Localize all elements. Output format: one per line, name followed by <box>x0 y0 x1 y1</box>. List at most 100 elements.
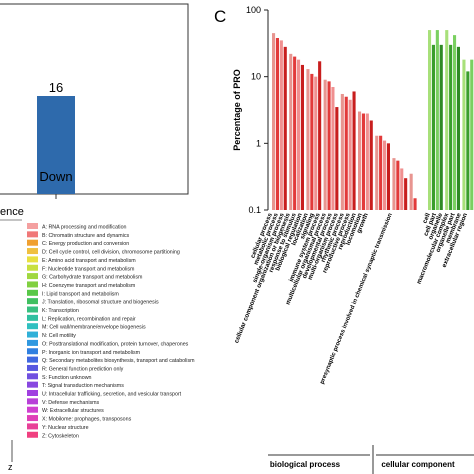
cog-swatch <box>27 264 38 271</box>
go-bar <box>375 135 379 210</box>
cog-swatch <box>27 423 38 430</box>
cog-legend-label: H: Coenzyme transport and metabolism <box>42 283 136 289</box>
cog-swatch <box>27 415 38 422</box>
cog-swatch <box>27 356 38 363</box>
cog-swatch <box>27 390 38 396</box>
cog-legend-entries: A: RNA processing and modification B: Chr… <box>27 223 195 439</box>
cog-legend-label: Q: Secondary metabolites biosynthesis, t… <box>42 358 195 364</box>
cog-legend-label: P: Inorganic ion transport and metabolis… <box>42 350 141 356</box>
cog-legend: ence z A: RNA processing and modificatio… <box>0 206 195 472</box>
go-bar <box>283 46 287 210</box>
go-bar <box>400 168 404 210</box>
go-bar <box>396 160 400 210</box>
go-bar <box>435 30 439 211</box>
cog-legend-label: Z: Cytoskeleton <box>42 433 79 439</box>
y-axis-label: Percentage of PRO <box>232 69 242 151</box>
cog-swatch <box>27 314 38 321</box>
go-bar <box>365 113 369 210</box>
go-bar <box>314 76 318 211</box>
go-bar <box>318 61 322 210</box>
go-bar <box>361 113 365 210</box>
go-bar <box>331 86 335 210</box>
cog-legend-label: X: Mobilome: prophages, transposons <box>42 417 132 423</box>
cog-legend-label: U: Intracellular trafficking, secretion,… <box>42 392 182 398</box>
cog-legend-label: Y: Nuclear structure <box>42 425 89 431</box>
y-ticks: 0.1 1 10 100 <box>246 5 268 215</box>
go-bar <box>323 79 327 210</box>
cog-swatch <box>27 306 38 313</box>
cog-legend-label: C: Energy production and conversion <box>42 241 129 247</box>
cog-legend-label: L: Replication, recombination and repair <box>42 316 136 322</box>
y-tick-label: 0.1 <box>248 205 261 215</box>
x-tick-label-down: Down <box>39 169 72 184</box>
cog-legend-label: R: General function prediction only <box>42 366 124 372</box>
cog-swatch <box>27 273 38 280</box>
go-bar <box>439 44 443 210</box>
go-bar <box>462 59 466 210</box>
go-bar <box>383 140 387 210</box>
panel-b-bar-chart: 16 Down <box>0 3 189 199</box>
go-bar <box>306 69 310 211</box>
cog-legend-label: G: Carbohydrate transport and metabolism <box>42 275 143 281</box>
go-bar <box>335 107 339 210</box>
go-bar <box>297 59 301 210</box>
go-bar <box>431 44 435 210</box>
go-bar <box>453 35 457 210</box>
cog-legend-label: W: Extracellular structures <box>42 408 104 414</box>
panel-b-frame <box>0 3 189 195</box>
go-bar <box>279 40 283 210</box>
go-bar <box>404 178 408 210</box>
y-tick-label: 1 <box>256 138 261 148</box>
go-bar <box>352 91 356 210</box>
go-bar <box>289 53 293 211</box>
cog-legend-label: K: Transcription <box>42 308 79 314</box>
go-bar <box>445 30 449 211</box>
y-tick-label: 10 <box>251 72 261 82</box>
cog-swatch <box>27 381 38 388</box>
cog-swatch <box>27 431 38 438</box>
go-bar <box>466 71 470 211</box>
cog-swatch <box>27 239 38 246</box>
go-bar <box>470 59 474 210</box>
cog-legend-label: E: Amino acid transport and metabolism <box>42 258 136 264</box>
go-bar <box>348 99 352 210</box>
panel-c-go-chart: C Percentage of PRO 0.1 1 10 100 cellular p… <box>214 5 474 474</box>
cog-swatch <box>27 331 38 338</box>
y-tick-label: 100 <box>246 5 261 15</box>
cog-swatch <box>27 248 38 255</box>
cog-swatch <box>27 231 38 238</box>
cog-legend-label: T: Signal transduction mechanisms <box>42 383 124 389</box>
cog-legend-label: J: Translation, ribosomal structure and … <box>42 300 159 306</box>
cog-swatch <box>27 223 38 229</box>
cog-swatch <box>27 373 38 380</box>
cog-legend-label: D: Cell cycle control, cell division, ch… <box>42 250 180 256</box>
cog-swatch <box>27 298 38 305</box>
panel-label-c: C <box>214 7 226 26</box>
cog-legend-label: N: Cell motility <box>42 333 76 339</box>
go-bar <box>344 96 348 210</box>
go-bar <box>327 81 331 210</box>
cog-legend-label: S: Function unknown <box>42 375 92 381</box>
group-label-biological-process: biological process <box>270 460 341 469</box>
go-bar <box>379 135 383 210</box>
go-bar <box>428 30 432 211</box>
cog-swatch <box>27 348 38 355</box>
go-bar <box>300 64 304 210</box>
cog-legend-header: ence <box>0 206 24 218</box>
cog-legend-label: B: Chromatin structure and dynamics <box>42 233 129 239</box>
go-bar <box>340 93 344 210</box>
cog-swatch <box>27 406 38 413</box>
go-x-tick-label: cell <box>421 212 432 225</box>
go-bar <box>413 198 417 210</box>
cog-axis-fragment: z <box>8 462 13 472</box>
cog-swatch <box>27 339 38 346</box>
go-bar <box>293 56 297 211</box>
cog-swatch <box>27 256 38 263</box>
cog-legend-label: V: Defense mechanisms <box>42 400 100 406</box>
go-bar <box>310 73 314 210</box>
cog-swatch <box>27 289 38 296</box>
cog-swatch <box>27 323 38 330</box>
go-bar <box>449 44 453 210</box>
